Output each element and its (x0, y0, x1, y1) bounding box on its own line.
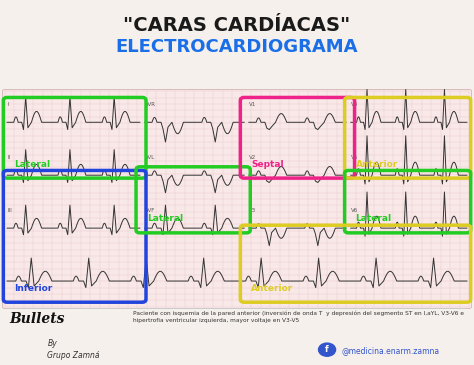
Text: Lateral: Lateral (14, 160, 50, 169)
Text: I: I (7, 102, 9, 107)
Text: V2: V2 (249, 155, 256, 160)
Text: "CARAS CARDÍACAS": "CARAS CARDÍACAS" (123, 16, 351, 35)
Text: aVF: aVF (145, 208, 155, 213)
Text: Lateral: Lateral (147, 214, 183, 223)
Text: V6: V6 (351, 208, 358, 213)
Text: Anterior: Anterior (356, 160, 398, 169)
Text: V5: V5 (351, 155, 358, 160)
FancyBboxPatch shape (2, 89, 472, 308)
Text: V4: V4 (351, 102, 358, 107)
Text: Inferior: Inferior (14, 284, 53, 293)
Text: Bullets: Bullets (9, 312, 65, 326)
Text: ELECTROCARDIOGRAMA: ELECTROCARDIOGRAMA (116, 38, 358, 56)
Text: By
Grupo Zamná: By Grupo Zamná (47, 339, 100, 360)
Text: V1: V1 (249, 102, 256, 107)
Text: aVR: aVR (145, 102, 155, 107)
Text: Anterior: Anterior (251, 284, 293, 293)
Text: Paciente con isquemia de la pared anterior (inversión de onda T  y depresión del: Paciente con isquemia de la pared anteri… (133, 311, 464, 323)
Text: III: III (7, 208, 12, 213)
Text: @medicina.enarm.zamna: @medicina.enarm.zamna (341, 346, 439, 355)
Text: Septal: Septal (251, 160, 284, 169)
Text: II: II (7, 155, 10, 160)
Circle shape (319, 343, 336, 356)
Text: V3: V3 (249, 208, 256, 213)
Text: aVL: aVL (145, 155, 155, 160)
Text: Lateral: Lateral (356, 214, 392, 223)
Text: f: f (325, 345, 329, 354)
